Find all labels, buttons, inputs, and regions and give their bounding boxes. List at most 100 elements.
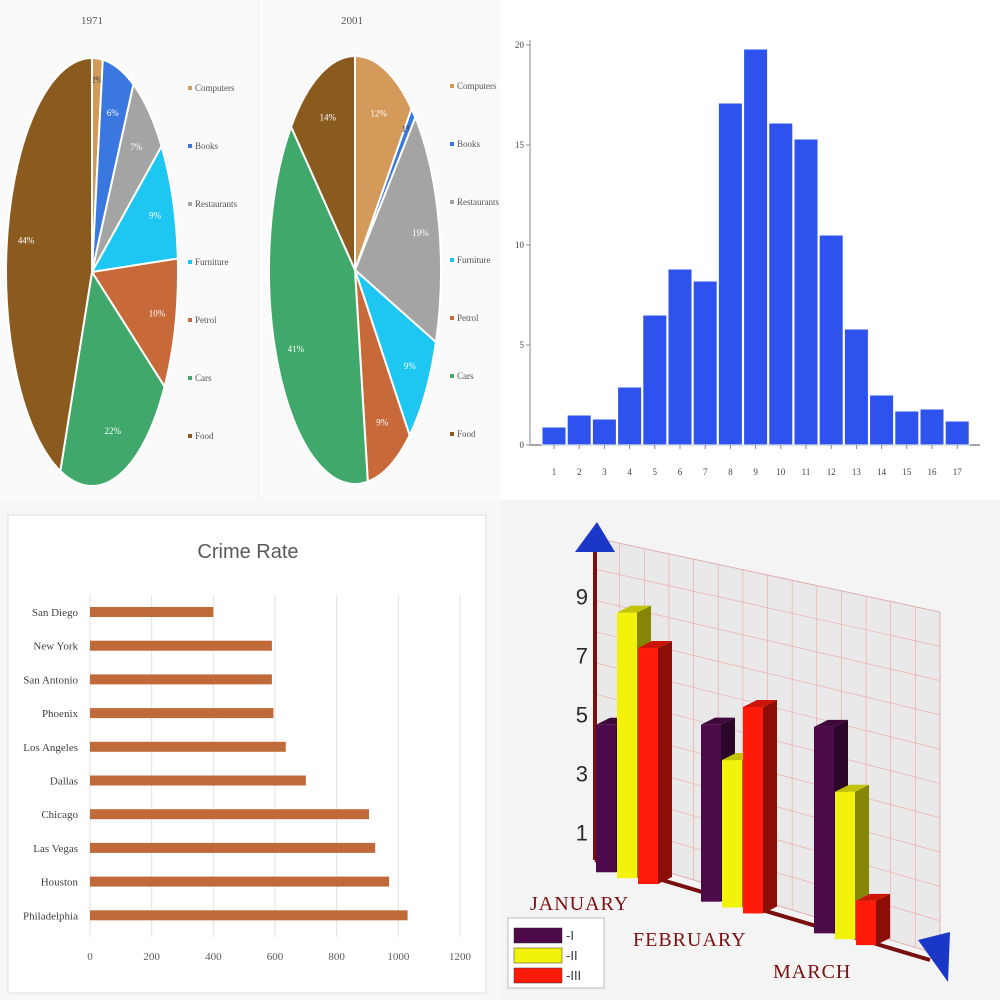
pie-1971-data-label: 6% [107,108,120,118]
crime-rate-x-tick-label: 400 [205,951,222,963]
crime-rate-bar-phoenix [90,708,274,719]
3d-bar-top-february-iii [743,699,777,707]
3d-bar-side-march-iii [876,893,890,946]
histogram-x-tick-label: 16 [928,467,938,477]
crime-rate-bar-houston [90,876,390,887]
crime-rate-bar-san-antonio [90,674,272,685]
pie-charts-svg: 1971 2001 2% 6% 7% 9% 10% 22% 44% Computers Book… [5,0,499,500]
pie-1971-legend-label: Restaurants [195,199,237,209]
histogram-x-tick-label: 3 [602,467,607,477]
3d-bar-top-march-i [814,719,848,727]
pie-1971-data-label: 44% [18,236,35,246]
pie-2001-legend-swatch [450,200,454,204]
histogram-y-tick-label: 15 [515,140,525,150]
pie-2001-data-label: 19% [412,228,429,238]
pie-2001-legend-label: Petrol [457,313,479,323]
pie-2001-slice-restaurants [353,114,442,345]
3d-category-label: MARCH [773,961,851,983]
3d-wall-gridline-horizontal [594,537,941,613]
histogram-bar-6 [667,268,693,446]
pie-2001-legend-swatch [450,84,454,88]
3d-y-tick-label: 5 [576,703,588,728]
pie-1971-title: 1971 [81,15,103,27]
3d-wall-gridline-horizontal [594,600,941,681]
pie-1971-legend-swatch [188,144,192,148]
histogram-bar-17 [944,420,970,446]
crime-rate-bar-philadelphia [90,910,408,921]
crime-rate-bar-dallas [90,775,306,786]
pie-1971-legend-swatch [188,318,192,322]
pie-1971-legend-swatch [188,260,192,264]
pie-2001-legend-label: Food [457,429,476,439]
3d-bar-march-iii [856,900,876,946]
pie-2001-slice-cars [268,124,369,485]
crime-rate-x-tick-label: 200 [143,951,160,963]
pie-1971-slice-cars [59,269,166,487]
pie-2001-legend-swatch [450,316,454,320]
3d-y-axis-arrow [575,522,615,552]
histogram-bar-16 [919,408,945,446]
pie-2001-legend-label: Restaurants [457,197,499,207]
histogram-x-tick-label: 8 [728,467,733,477]
crime-rate-category-label: Las Vegas [33,843,78,855]
pie-1971-legend-swatch [188,86,192,90]
histogram-bar-3 [591,418,617,446]
histogram-bar-10 [768,122,794,446]
pie-2001-data-label: 41% [288,344,305,354]
pie-2001-legend-label: Computers [457,81,497,91]
crime-rate-category-label: New York [33,641,78,653]
crime-rate-bar-san-diego [90,607,214,617]
histogram-bar-1 [541,426,567,446]
3d-bar-march-i [814,726,834,934]
histogram-x-tick-label: 1 [552,467,557,477]
3d-bar-top-march-iii [856,893,890,901]
pie-1971-legend-swatch [188,434,192,438]
histogram-bar-13 [843,328,869,446]
3d-bar-top-january-ii [617,605,651,613]
3d-y-tick-label: 9 [576,585,588,610]
histogram-x-tick-label: 14 [877,467,887,477]
histogram-y-tick-label: 20 [515,40,525,50]
3d-bar-january-i [596,724,616,873]
pie-1971-slice-food [5,56,93,474]
pie-1971-data-label: 9% [149,210,162,220]
pie-charts-panel: 1971 2001 2% 6% 7% 9% 10% 22% 44% Computers Book… [0,0,500,500]
histogram-bar-7 [692,280,718,446]
histogram-bar-12 [818,234,844,446]
3d-bar-february-ii [722,760,742,908]
3d-legend-label: -II [566,948,578,963]
histogram-y-tick-label: 0 [520,440,525,450]
crime-rate-x-tick-label: 1200 [449,951,472,963]
3d-bar-panel: 1 3 5 7 9 JANUARY FEBRUARY MARCH -I -II -III [500,500,1000,1000]
pie-2001-legend-label: Furniture [457,255,491,265]
crime-rate-panel: Crime Rate 0 200 400 600 800 1000 1200 San Dieg… [0,500,500,1000]
pie-1971-legend-label: Furniture [195,257,229,267]
histogram-y-tick-label: 5 [520,340,525,350]
pie-2001-slice-food [290,54,356,271]
crime-rate-bar-las-vegas [90,842,376,853]
crime-rate-category-label: San Diego [32,607,79,619]
crime-rate-x-tick-label: 800 [328,951,345,963]
crime-rate-category-label: Phoenix [42,708,79,720]
pie-2001-data-label: 1% [402,124,415,134]
crime-rate-category-label: Los Angeles [23,742,78,754]
3d-legend-swatch [513,947,563,964]
crime-rate-category-label: Houston [41,877,79,889]
histogram-panel: 0 5 10 15 20 1 2 3 4 5 6 7 8 9 10 11 12 13 14 15 16 17 [500,0,1000,500]
3d-y-tick-label: 3 [576,762,588,787]
crime-rate-bar-chicago [90,809,370,820]
histogram-bar-9 [743,48,769,446]
pie-2001-data-label: 14% [319,113,336,123]
crime-rate-x-tick-label: 0 [87,951,93,963]
pie-2001-slice-petrol [354,269,411,484]
crime-rate-bar-new-york [90,640,272,651]
pie-2001-data-label: 12% [370,109,387,119]
pie-2001-legend-swatch [450,258,454,262]
crime-rate-category-label: Philadelphia [23,910,78,922]
histogram-x-tick-label: 2 [577,467,582,477]
pie-1971-slice-furniture [90,143,179,274]
pie-1971-legend-swatch [188,376,192,380]
pie-2001-legend-label: Cars [457,371,474,381]
